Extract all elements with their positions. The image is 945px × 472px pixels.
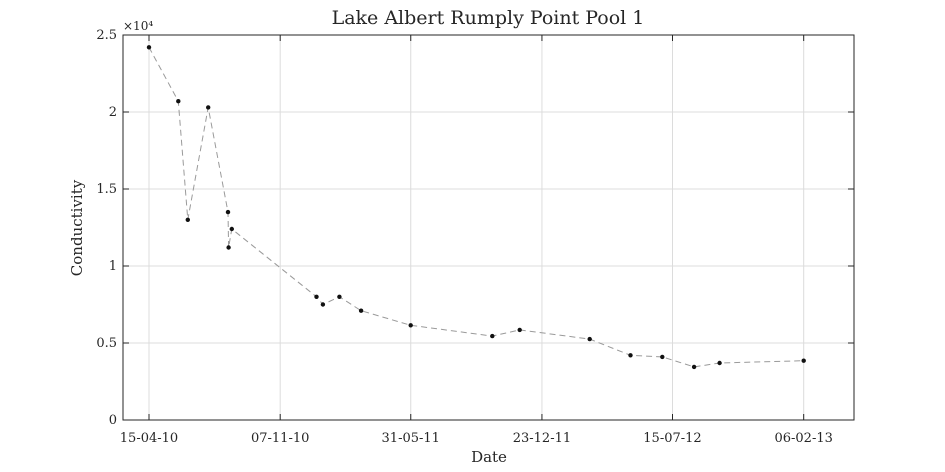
plot-background [123,35,854,420]
data-point [314,294,319,299]
data-point [660,354,665,360]
axis-ticks: 0 0.5 1 1.5 2 2.5 15-04-10 07-11-10 31-05-11 23-1… [96,28,854,446]
chart-title: Lake Albert Rumply Point Pool 1 [332,7,645,29]
y-tick-label: 0.5 [96,336,117,351]
x-tick-label: 31-05-11 [382,431,440,446]
y-tick-label: 1 [109,259,117,274]
x-tick-label: 07-11-10 [251,431,309,446]
y-tick-label: 1.5 [96,182,117,197]
y-tick-label: 2 [109,105,117,120]
data-point [691,364,697,370]
data-point [320,302,326,307]
plot-frame [122,34,855,421]
data-point [176,99,181,104]
data-point [801,358,806,363]
x-tick-label: 23-12-11 [513,431,571,446]
y-tick-label: 2.5 [96,28,117,43]
data-point [517,327,522,333]
data-point [229,226,234,232]
data-point [408,323,413,328]
y-exponent-label: ×10⁴ [123,19,153,33]
grid-lines [123,34,854,421]
data-point [717,360,722,366]
data-point [226,245,231,250]
data-point [146,45,152,50]
data-point [587,336,592,342]
data-point [628,353,633,358]
data-point [337,294,342,299]
data-point [185,217,190,222]
data-point [358,308,364,313]
data-series [146,45,806,370]
x-tick-label: 15-04-10 [120,431,178,446]
y-axis-title: Conductivity [68,179,86,276]
x-tick-label: 06-02-13 [774,431,832,446]
data-point [225,209,231,215]
x-axis-title: Date [471,448,507,466]
x-tick-label: 15-07-12 [643,431,701,446]
y-tick-label: 0 [109,413,117,428]
data-point [206,105,211,110]
data-point [490,333,495,339]
series-line [148,47,804,368]
